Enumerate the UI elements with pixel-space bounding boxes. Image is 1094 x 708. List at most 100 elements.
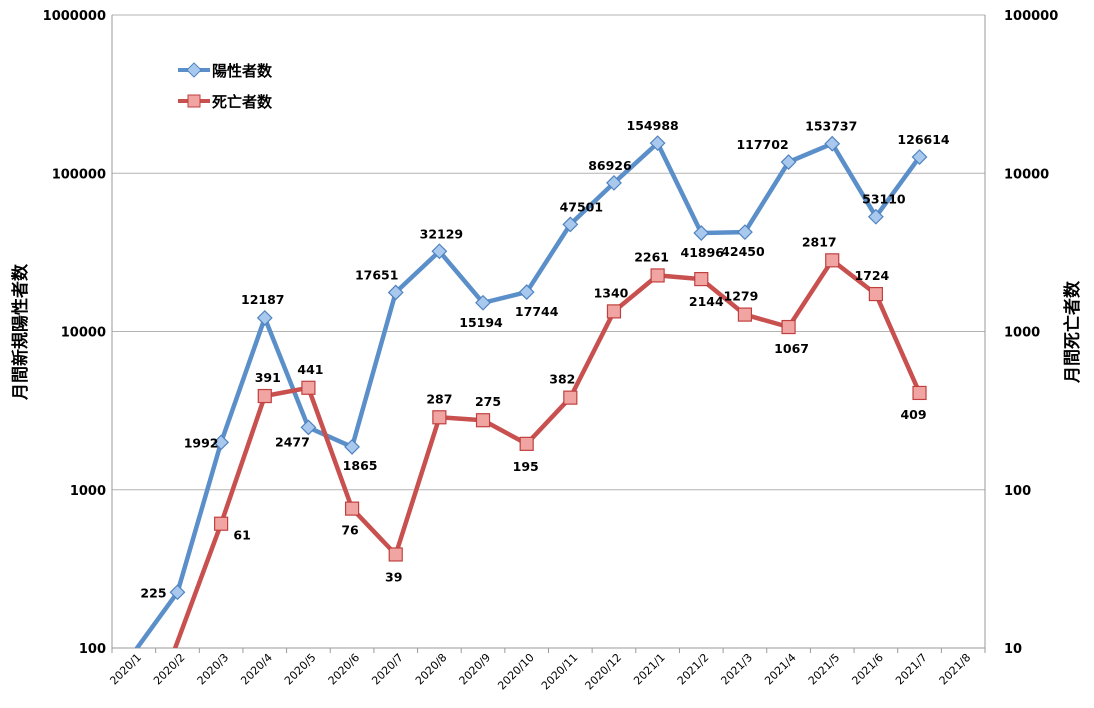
data-point-deaths — [563, 390, 578, 405]
data-point-positive — [606, 174, 622, 191]
data-point-positive — [475, 294, 491, 311]
series-lines — [134, 140, 922, 648]
data-point-deaths — [214, 516, 229, 531]
data-label-positive: 126614 — [897, 132, 949, 147]
data-point-positive — [300, 419, 317, 436]
x-tick-label: 2020/11 — [539, 651, 581, 693]
data-label-deaths: 1340 — [594, 285, 629, 300]
data-label-positive: 42450 — [721, 244, 765, 259]
series-line-positive — [134, 140, 922, 648]
series-line-deaths — [172, 258, 922, 648]
data-point-deaths — [388, 547, 403, 562]
data-point-positive — [780, 154, 797, 170]
data-label-positive: 225 — [140, 585, 166, 600]
data-label-deaths: 1724 — [854, 268, 889, 283]
data-label-deaths: 1067 — [774, 341, 809, 356]
data-point-positive — [562, 216, 579, 233]
legend-label-positive: 陽性者数 — [212, 62, 273, 80]
series-markers — [169, 135, 928, 601]
x-tick-label: 2021/1 — [631, 651, 668, 688]
data-point-deaths — [650, 268, 665, 283]
legend-item-positive: 陽性者数 — [178, 62, 273, 80]
data-point-deaths — [694, 271, 709, 287]
data-point-deaths — [912, 385, 927, 401]
data-label-deaths: 39 — [385, 569, 402, 584]
data-label-positive: 41896 — [681, 245, 725, 260]
data-point-positive — [824, 135, 841, 152]
data-point-deaths — [519, 436, 534, 451]
x-tick-label: 2021/3 — [718, 651, 755, 688]
data-label-positive: 47501 — [560, 199, 604, 214]
data-label-deaths: 2144 — [689, 294, 724, 309]
data-label-deaths: 76 — [341, 523, 359, 538]
data-label-positive: 15194 — [459, 315, 503, 330]
data-label-positive: 1992 — [184, 435, 219, 450]
data-point-deaths — [475, 413, 491, 428]
data-point-positive — [737, 224, 753, 241]
x-tick-label: 2020/7 — [369, 651, 406, 688]
data-point-deaths — [737, 307, 753, 322]
data-point-positive — [518, 284, 535, 301]
x-tick-label: 2021/2 — [675, 651, 712, 688]
right-y-tick-label: 100 — [1004, 484, 1031, 499]
left-y-tick-label: 100000 — [52, 167, 106, 182]
x-tick-label: 2021/8 — [937, 651, 974, 688]
data-label-deaths: 275 — [475, 394, 501, 409]
left-y-axis-label: 月間新規陽性者数 — [10, 263, 31, 401]
data-point-positive — [867, 208, 884, 225]
data-label-positive: 32129 — [420, 226, 464, 241]
x-tick-label: 2020/2 — [151, 651, 188, 688]
data-point-deaths — [868, 286, 883, 302]
data-label-deaths: 441 — [297, 362, 323, 377]
data-label-deaths: 1279 — [724, 289, 759, 304]
x-tick-label: 2020/12 — [583, 651, 625, 693]
x-tick-label: 2020/5 — [282, 651, 319, 688]
data-label-deaths: 287 — [426, 391, 452, 406]
x-tick-label: 2020/9 — [457, 651, 494, 688]
data-point-deaths — [257, 388, 272, 404]
data-point-positive — [387, 284, 404, 301]
data-labels: 225 1992 12187 2477 1865 17651 32129 15194 17744… — [140, 118, 949, 600]
data-point-deaths — [432, 410, 447, 425]
data-point-positive — [256, 309, 273, 326]
left-y-tick-label: 10000 — [61, 326, 106, 341]
data-point-positive — [911, 149, 928, 165]
right-y-tick-label: 1000 — [1004, 326, 1040, 341]
legend-label-deaths: 死亡者数 — [212, 93, 273, 111]
x-tick-label: 2021/5 — [806, 651, 843, 688]
x-tick-label: 2021/6 — [849, 651, 886, 688]
data-label-deaths: 2817 — [802, 234, 837, 249]
data-point-deaths — [301, 380, 316, 395]
data-label-positive: 86926 — [588, 158, 632, 173]
x-tick-label: 2020/3 — [195, 651, 232, 688]
data-point-deaths — [825, 253, 840, 268]
data-label-deaths: 409 — [900, 407, 926, 422]
data-point-positive — [649, 135, 666, 152]
x-tick-label: 2020/6 — [326, 651, 363, 688]
right-y-tick-labels: 10 100 1000 10000 100000 — [1004, 9, 1058, 657]
data-label-positive: 2477 — [275, 434, 310, 449]
data-label-positive: 12187 — [241, 292, 285, 307]
x-tick-labels: 2020/1 2020/2 2020/3 2020/4 2020/5 2020/6 2020… — [107, 651, 973, 693]
data-point-positive — [431, 243, 448, 260]
data-label-deaths: 2261 — [634, 249, 669, 264]
data-label-positive: 53110 — [862, 192, 906, 207]
legend-item-deaths: 死亡者数 — [178, 93, 273, 111]
data-point-deaths — [781, 319, 796, 335]
x-tick-label: 2020/8 — [413, 651, 450, 688]
right-y-tick-label: 10000 — [1004, 167, 1049, 182]
data-point-positive — [693, 225, 710, 241]
data-label-positive: 153737 — [805, 119, 857, 134]
data-label-deaths: 195 — [513, 459, 539, 474]
x-tick-label: 2020/4 — [238, 651, 275, 688]
data-point-positive — [344, 438, 360, 455]
data-label-positive: 17744 — [515, 304, 559, 319]
data-label-positive: 117702 — [736, 137, 788, 152]
data-point-positive — [213, 434, 230, 451]
data-point-deaths — [344, 501, 360, 516]
right-y-tick-label: 100000 — [1004, 9, 1058, 24]
right-y-axis-label: 月間死亡者数 — [1062, 280, 1083, 384]
legend: 陽性者数 死亡者数 — [178, 62, 273, 111]
axes — [111, 15, 986, 653]
